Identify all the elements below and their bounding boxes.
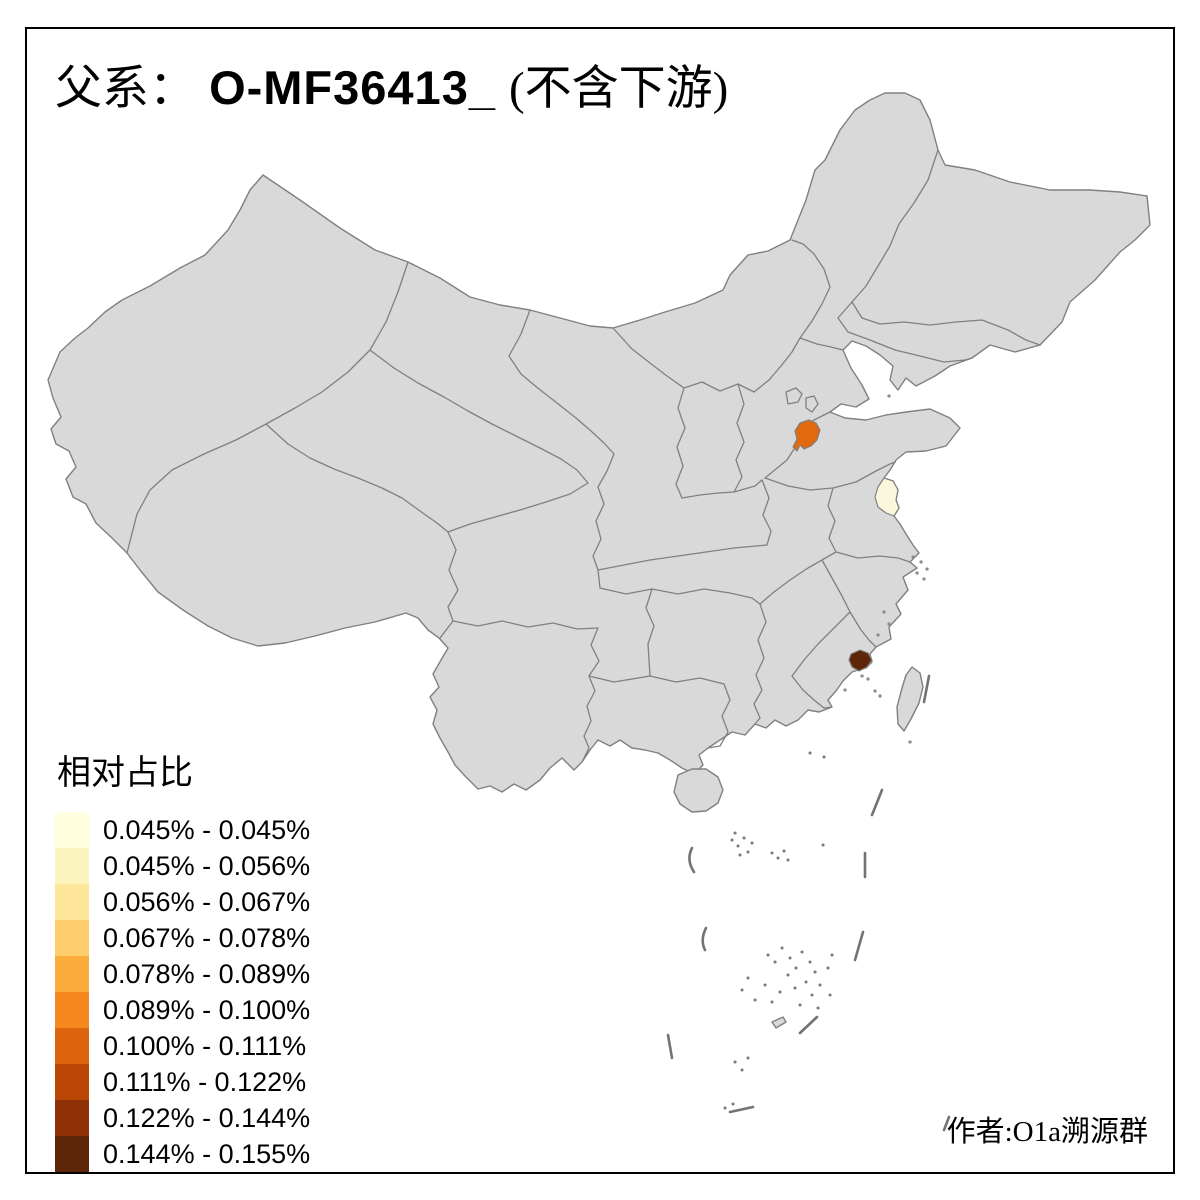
legend-swatch <box>55 1136 89 1172</box>
legend-item: 0.045% - 0.056% <box>55 848 310 884</box>
region-west-shandong[interactable] <box>792 419 821 452</box>
legend-item: 0.089% - 0.100% <box>55 992 310 1028</box>
hainan-island <box>673 768 724 813</box>
title-paternal-label: 父系： <box>55 63 196 115</box>
legend-item: 0.122% - 0.144% <box>55 1100 310 1136</box>
legend-range-label: 0.122% - 0.144% <box>103 1102 311 1133</box>
legend-range-label: 0.144% - 0.155% <box>103 1138 311 1169</box>
legend: 相对占比 0.045% - 0.045% 0.045% - 0.056% 0.056… <box>55 745 310 1172</box>
legend-swatch <box>55 812 89 848</box>
nine-dash-line <box>666 674 951 1132</box>
legend-swatch <box>55 992 89 1028</box>
title-haplogroup: O-MF36413_ <box>209 61 496 114</box>
legend-rows: 0.045% - 0.045% 0.045% - 0.056% 0.056% - 0… <box>55 812 310 1172</box>
legend-item: 0.045% - 0.045% <box>55 812 310 848</box>
legend-item: 0.144% - 0.155% <box>55 1136 310 1172</box>
legend-item: 0.078% - 0.089% <box>55 956 310 992</box>
legend-swatch <box>55 1028 89 1064</box>
legend-range-label: 0.089% - 0.100% <box>103 994 311 1025</box>
legend-item: 0.100% - 0.111% <box>55 1028 310 1064</box>
province-borders <box>126 149 1041 763</box>
spratly-gray-islet <box>771 1016 787 1029</box>
figure-frame <box>25 27 1175 1174</box>
legend-range-label: 0.078% - 0.089% <box>103 958 311 989</box>
taiwan-island <box>896 666 924 732</box>
legend-swatch <box>55 956 89 992</box>
legend-item: 0.056% - 0.067% <box>55 884 310 920</box>
legend-range-label: 0.045% - 0.045% <box>103 814 311 845</box>
author-credit: 作者:O1a溯源群 <box>946 1116 1148 1148</box>
legend-title: 相对占比 <box>57 755 193 792</box>
region-coastal-fujian[interactable] <box>848 649 873 672</box>
legend-range-label: 0.100% - 0.111% <box>103 1030 307 1061</box>
title-suffix: (不含下游) <box>509 63 729 115</box>
legend-range-label: 0.056% - 0.067% <box>103 886 311 917</box>
legend-range-label: 0.045% - 0.056% <box>103 850 311 881</box>
legend-swatch <box>55 1064 89 1100</box>
page-title: 父系： O-MF36413_ (不含下游) <box>55 62 728 116</box>
legend-item: 0.067% - 0.078% <box>55 920 310 956</box>
coastal-island-dots <box>843 394 929 744</box>
legend-range-label: 0.111% - 0.122% <box>103 1066 307 1097</box>
mainland-outline <box>47 92 1151 793</box>
legend-swatch <box>55 848 89 884</box>
legend-range-label: 0.067% - 0.078% <box>103 922 311 953</box>
south-sea-island-dots <box>723 751 834 1110</box>
legend-swatch <box>55 920 89 956</box>
legend-item: 0.111% - 0.122% <box>55 1064 310 1100</box>
legend-swatch <box>55 1100 89 1136</box>
legend-swatch <box>55 884 89 920</box>
region-coastal-jiangsu[interactable] <box>874 477 900 517</box>
